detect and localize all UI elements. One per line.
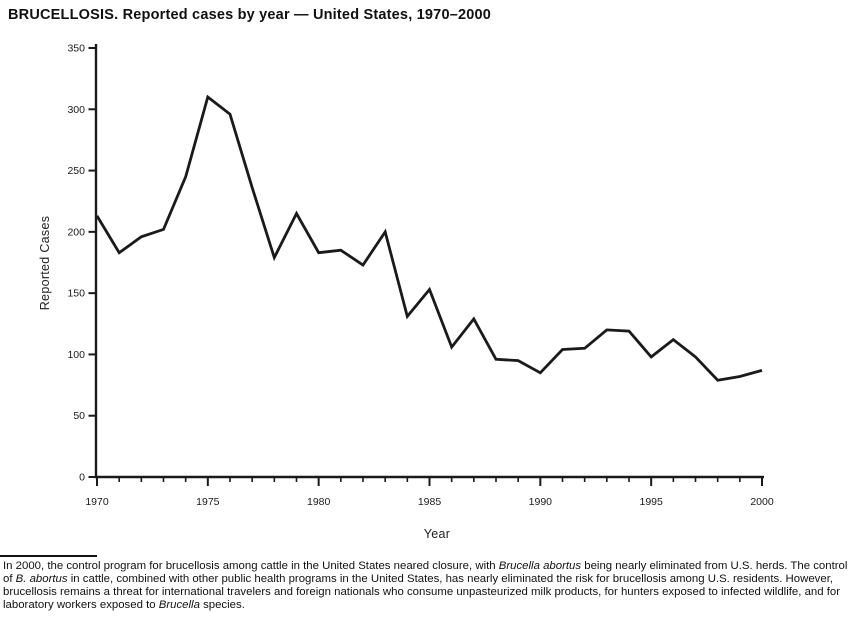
x-tick-label: 2000 [750, 496, 774, 508]
axes [94, 44, 764, 479]
footnote-segment: In 2000, the control program for brucell… [3, 560, 499, 572]
y-tick-label: 200 [67, 226, 85, 238]
y-axis-ticks: 0 50 100 150 200 250 300 350 [67, 43, 96, 484]
x-tick-label: 1985 [418, 496, 442, 508]
y-tick-label: 350 [67, 43, 85, 55]
footnote-segment: being nearly eliminated from U.S. herds.… [3, 560, 848, 585]
y-tick-label: 300 [67, 104, 85, 116]
x-tick-label: 1990 [529, 496, 553, 508]
footnote-italic-term: B. abortus [15, 573, 68, 585]
footnote-divider [0, 555, 97, 557]
x-axis-label: Year [423, 527, 451, 541]
y-tick-label: 250 [67, 165, 85, 177]
x-tick-label: 1980 [307, 496, 331, 508]
footnote-segment: in cattle, combined with other public he… [3, 573, 841, 611]
y-tick-label: 50 [73, 410, 85, 422]
line-chart: 0 50 100 150 200 250 300 350 1970 1975 1980 1985 199… [67, 43, 774, 509]
x-tick-label: 1970 [85, 496, 109, 508]
y-tick-label: 0 [79, 472, 85, 484]
y-axis-label: Reported Cases [38, 215, 52, 311]
x-tick-label: 1975 [196, 496, 220, 508]
footnote-italic-term: Brucella abortus [498, 560, 582, 572]
y-tick-label: 150 [67, 288, 85, 300]
data-line [95, 94, 763, 382]
footnote-segment: species. [199, 599, 245, 611]
footnote-text: In 2000, the control program for brucell… [3, 560, 856, 612]
x-axis-ticks: 1970 1975 1980 1985 1990 1995 2000 [85, 477, 774, 508]
footnote-italic-term: Brucella [158, 599, 200, 611]
y-tick-label: 100 [67, 349, 85, 361]
chart-title: BRUCELLOSIS. Reported cases by year — Un… [8, 7, 492, 23]
x-tick-label: 1995 [639, 496, 663, 508]
